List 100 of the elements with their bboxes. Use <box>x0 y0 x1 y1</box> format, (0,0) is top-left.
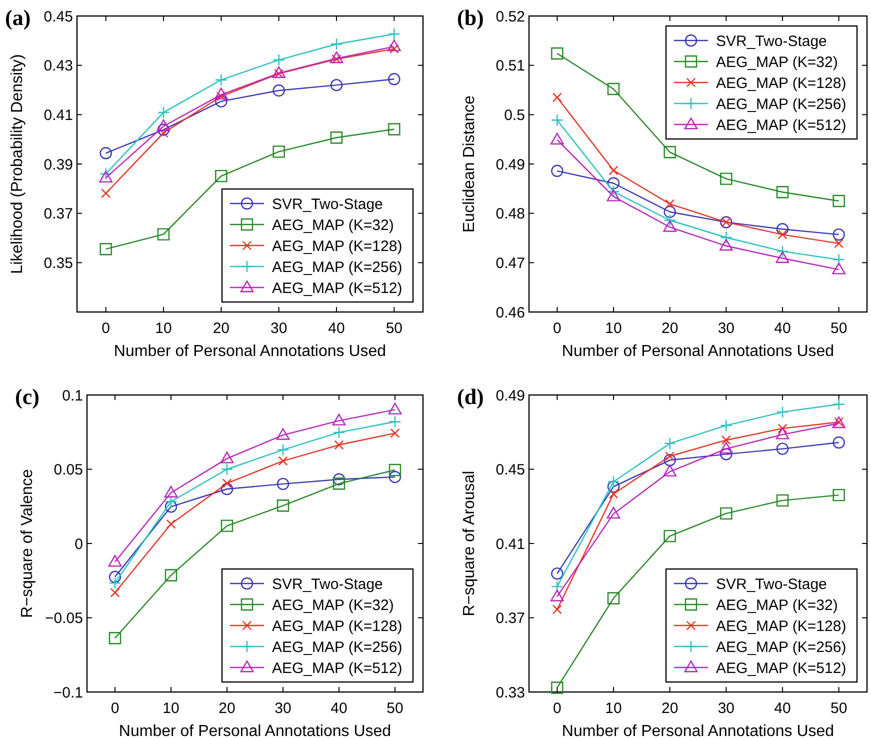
x-tick-label: 30 <box>718 700 735 717</box>
point <box>663 464 676 476</box>
y-tick-label: 0.33 <box>496 684 525 702</box>
point <box>832 254 845 266</box>
x-tick-label: 40 <box>328 320 345 337</box>
legend-label: AEG_MAP (K=128) <box>272 618 402 635</box>
point <box>108 554 122 567</box>
y-axis-title: Euclidean Distance <box>461 95 478 232</box>
point <box>664 146 676 158</box>
y-tick-label: 0.35 <box>44 254 73 272</box>
legend-label: AEG_MAP (K=256) <box>716 638 846 656</box>
point <box>721 435 731 445</box>
point <box>272 84 285 97</box>
point <box>720 172 732 185</box>
point <box>551 682 564 694</box>
x-tick-label: 10 <box>162 700 180 717</box>
point <box>832 488 845 502</box>
legend-label: AEG_MAP (K=512) <box>272 280 402 297</box>
point <box>550 590 564 602</box>
x-tick-label: 50 <box>386 320 403 337</box>
point <box>607 480 620 493</box>
y-tick-label: 0.41 <box>44 106 73 124</box>
y-tick-label: 0.46 <box>496 304 525 322</box>
point <box>551 580 564 593</box>
point <box>776 223 789 236</box>
y-tick-label: 0.48 <box>496 206 525 223</box>
y-tick-label: 0.05 <box>54 462 83 478</box>
point <box>388 464 402 476</box>
point <box>832 436 845 449</box>
x-tick-label: 20 <box>212 320 230 337</box>
point <box>272 54 285 66</box>
chart-title: (b) <box>457 5 484 30</box>
point <box>664 530 676 542</box>
x-tick-label: 20 <box>661 320 678 337</box>
y-tick-label: 0.1 <box>62 387 83 404</box>
point <box>166 519 176 529</box>
point <box>332 426 346 439</box>
legend-label: SVR_Two-Stage <box>716 32 827 50</box>
point <box>665 199 675 209</box>
x-tick-label: 0 <box>552 320 562 337</box>
point <box>607 186 620 198</box>
x-tick-label: 40 <box>330 700 348 717</box>
point <box>157 124 170 136</box>
point <box>551 47 564 60</box>
point <box>720 507 732 520</box>
point <box>215 74 228 86</box>
legend-label: SVR_Two-Stage <box>716 576 827 593</box>
y-tick-label: 0.41 <box>496 536 525 553</box>
legend-label: AEG_MAP (K=512) <box>272 660 402 677</box>
point <box>220 463 234 476</box>
point <box>832 228 845 241</box>
x-tick-label: 30 <box>270 320 288 337</box>
x-tick-label: 10 <box>605 700 622 717</box>
x-tick-label: 40 <box>774 700 791 717</box>
x-axis-title: Number of Personal Annotations Used <box>562 723 834 739</box>
point <box>551 567 564 580</box>
legend-label: AEG_MAP (K=128) <box>716 74 846 92</box>
x-tick-label: 30 <box>718 320 735 337</box>
x-tick-label: 20 <box>661 700 678 717</box>
point <box>552 92 562 102</box>
x-tick-label: 40 <box>774 320 791 337</box>
y-axis-title: R−square of Valence <box>19 469 36 618</box>
x-axis-title: Number of Personal Annotations Used <box>114 343 386 360</box>
legend-label: AEG_MAP (K=256) <box>272 638 402 656</box>
point <box>220 452 234 464</box>
point <box>832 398 845 410</box>
chart-title: (c) <box>15 384 40 409</box>
point <box>334 440 344 450</box>
point <box>606 190 620 202</box>
point <box>552 604 562 614</box>
point <box>664 437 676 450</box>
y-tick-label: 0.45 <box>496 462 525 478</box>
y-tick-label: 0.43 <box>44 58 73 75</box>
point <box>332 478 346 490</box>
y-tick-label: 0.39 <box>44 156 73 174</box>
point <box>551 164 564 177</box>
point <box>108 632 122 644</box>
point <box>551 114 564 126</box>
point <box>720 419 732 432</box>
y-tick-label: −0.05 <box>45 610 83 627</box>
point <box>606 506 620 519</box>
legend-label: AEG_MAP (K=32) <box>272 216 394 234</box>
point <box>330 52 344 64</box>
point <box>607 82 620 96</box>
chart-title: (d) <box>457 384 484 409</box>
legend-label: SVR_Two-Stage <box>272 196 383 213</box>
point <box>776 428 790 440</box>
point <box>776 442 789 455</box>
point <box>222 478 232 488</box>
legend-label: AEG_MAP (K=512) <box>716 660 846 677</box>
point <box>100 168 112 180</box>
point <box>164 569 178 582</box>
point <box>276 444 290 456</box>
x-axis-title: Number of Personal Annotations Used <box>118 723 392 739</box>
point <box>101 188 111 198</box>
y-tick-label: 0.52 <box>496 8 525 26</box>
point <box>330 38 343 50</box>
point <box>215 95 228 108</box>
x-axis-title: Number of Personal Annotations Used <box>562 343 834 360</box>
point <box>276 500 290 512</box>
